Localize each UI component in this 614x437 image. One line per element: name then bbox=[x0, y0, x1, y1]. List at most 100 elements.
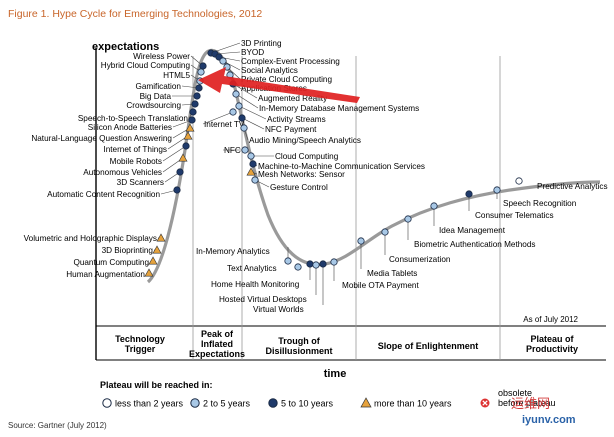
technology-label: Big Data bbox=[140, 92, 172, 101]
technology-label: Private Cloud Computing bbox=[241, 75, 332, 84]
technology-marker bbox=[232, 90, 240, 98]
technology-marker bbox=[235, 102, 243, 110]
technology-label: Crowdsourcing bbox=[126, 101, 181, 110]
technology-marker bbox=[178, 153, 188, 162]
phase-label: Plateau of Productivity bbox=[526, 334, 578, 354]
technology-marker bbox=[357, 237, 365, 245]
technology-label: Internet TV bbox=[204, 120, 245, 129]
technology-marker bbox=[284, 257, 292, 265]
technology-label: Mobile Robots bbox=[110, 157, 162, 166]
technology-label: In-Memory Database Management Systems bbox=[259, 104, 419, 113]
technology-marker bbox=[515, 177, 523, 185]
technology-label: Complex-Event Processing bbox=[241, 57, 340, 66]
technology-label: Cloud Computing bbox=[275, 152, 339, 161]
technology-label: HTML5 bbox=[163, 71, 190, 80]
technology-label: Volumetric and Holographic Displays bbox=[24, 234, 157, 243]
phase-label: Slope of Enlightenment bbox=[378, 341, 479, 351]
technology-label: Media Tablets bbox=[367, 269, 417, 278]
technology-label: Social Analytics bbox=[241, 66, 298, 75]
leader-line bbox=[235, 93, 259, 109]
technology-marker bbox=[330, 258, 338, 266]
technology-label: Quantum Computing bbox=[73, 258, 149, 267]
technology-marker bbox=[188, 116, 196, 124]
technology-marker bbox=[465, 190, 473, 198]
watermark-url: iyunv.com bbox=[522, 414, 576, 426]
technology-marker bbox=[306, 260, 314, 268]
technology-marker bbox=[219, 57, 227, 65]
technology-label: Home Health Monitoring bbox=[211, 280, 300, 289]
technology-marker bbox=[195, 84, 203, 92]
leader-line bbox=[202, 111, 234, 125]
technology-marker bbox=[241, 146, 249, 154]
legend-marker bbox=[268, 398, 278, 408]
technology-marker bbox=[183, 131, 193, 140]
technology-label: Human Augmentation bbox=[66, 270, 145, 279]
technology-marker bbox=[189, 108, 197, 116]
technology-marker bbox=[247, 152, 255, 160]
legend-label: 2 to 5 years bbox=[203, 399, 251, 409]
legend-marker-x bbox=[482, 400, 488, 406]
technology-label: 3D Scanners bbox=[117, 178, 164, 187]
y-axis-label: expectations bbox=[92, 41, 159, 53]
technology-marker bbox=[404, 215, 412, 223]
technology-marker bbox=[238, 114, 246, 122]
technology-marker bbox=[173, 186, 181, 194]
x-axis-label: time bbox=[324, 368, 347, 380]
legend-label: less than 2 years bbox=[115, 399, 184, 409]
technology-marker bbox=[294, 263, 302, 271]
technology-label: In-Memory Analytics bbox=[196, 247, 270, 256]
technology-marker bbox=[185, 123, 195, 132]
legend-marker bbox=[102, 398, 112, 408]
technology-label: Hybrid Cloud Computing bbox=[101, 61, 191, 70]
phase-label: Trough of Disillusionment bbox=[265, 336, 332, 356]
technology-label: Automatic Content Recognition bbox=[47, 190, 160, 199]
technology-label: Activity Streams bbox=[267, 115, 326, 124]
technology-marker bbox=[191, 100, 199, 108]
legend-marker bbox=[360, 397, 372, 408]
technology-label: Gesture Control bbox=[270, 183, 328, 192]
technology-marker bbox=[193, 92, 201, 100]
technology-label: Virtual Worlds bbox=[253, 305, 304, 314]
technology-marker bbox=[240, 124, 248, 132]
as-of-note: As of July 2012 bbox=[523, 315, 578, 324]
legend-label: more than 10 years bbox=[374, 399, 452, 409]
technology-marker bbox=[182, 142, 190, 150]
technology-marker bbox=[319, 260, 327, 268]
leader-line bbox=[232, 83, 258, 99]
technology-label: Consumerization bbox=[389, 255, 451, 264]
technology-marker bbox=[430, 202, 438, 210]
technology-marker bbox=[381, 228, 389, 236]
technology-label: Wireless Power bbox=[133, 52, 190, 61]
figure-title: Figure 1. Hype Cycle for Emerging Techno… bbox=[8, 8, 263, 20]
technology-marker bbox=[249, 160, 257, 168]
red-arrow-annotation bbox=[198, 67, 360, 103]
legend-label: 5 to 10 years bbox=[281, 399, 334, 409]
technology-label: Hosted Virtual Desktops bbox=[219, 295, 307, 304]
technology-marker bbox=[246, 167, 256, 176]
technology-marker bbox=[197, 68, 205, 76]
technology-marker bbox=[144, 268, 154, 277]
technology-label: Silicon Anode Batteries bbox=[88, 123, 172, 132]
technology-label: 3D Bioprinting bbox=[102, 246, 154, 255]
technology-label: BYOD bbox=[241, 48, 264, 57]
technology-label: 3D Printing bbox=[241, 39, 282, 48]
technology-label: Machine-to-Machine Communication Service… bbox=[258, 162, 425, 171]
technology-label: Speech Recognition bbox=[503, 199, 577, 208]
technology-label: Text Analytics bbox=[227, 264, 277, 273]
technology-label: Audio Mining/Speech Analytics bbox=[249, 136, 361, 145]
technology-marker bbox=[199, 62, 207, 70]
technology-marker bbox=[156, 233, 166, 242]
phase-label: Technology Trigger bbox=[115, 334, 165, 354]
technology-label: Natural-Language Question Answering bbox=[31, 134, 172, 143]
technology-marker bbox=[493, 186, 501, 194]
technology-marker bbox=[152, 245, 162, 254]
leader-line bbox=[162, 145, 187, 162]
technology-label: Augmented Reality bbox=[258, 94, 328, 103]
technology-label: Consumer Telematics bbox=[475, 211, 554, 220]
technology-marker bbox=[251, 176, 259, 184]
technology-label: Predictive Analytics bbox=[537, 182, 608, 191]
legend-title: Plateau will be reached in: bbox=[100, 380, 213, 390]
technology-label: Biometric Authentication Methods bbox=[414, 240, 536, 249]
technology-label: Autonomous Vehicles bbox=[83, 168, 162, 177]
